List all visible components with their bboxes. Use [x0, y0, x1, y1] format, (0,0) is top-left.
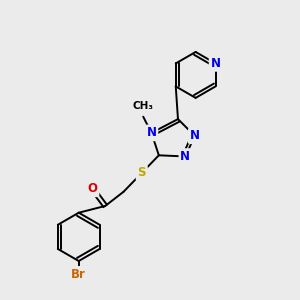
Text: N: N — [146, 126, 157, 140]
Text: O: O — [88, 182, 98, 195]
Text: N: N — [180, 150, 190, 163]
Text: CH₃: CH₃ — [133, 101, 154, 111]
Text: N: N — [211, 57, 220, 70]
Text: Br: Br — [71, 268, 86, 281]
Text: N: N — [190, 129, 200, 142]
Text: S: S — [137, 167, 146, 179]
